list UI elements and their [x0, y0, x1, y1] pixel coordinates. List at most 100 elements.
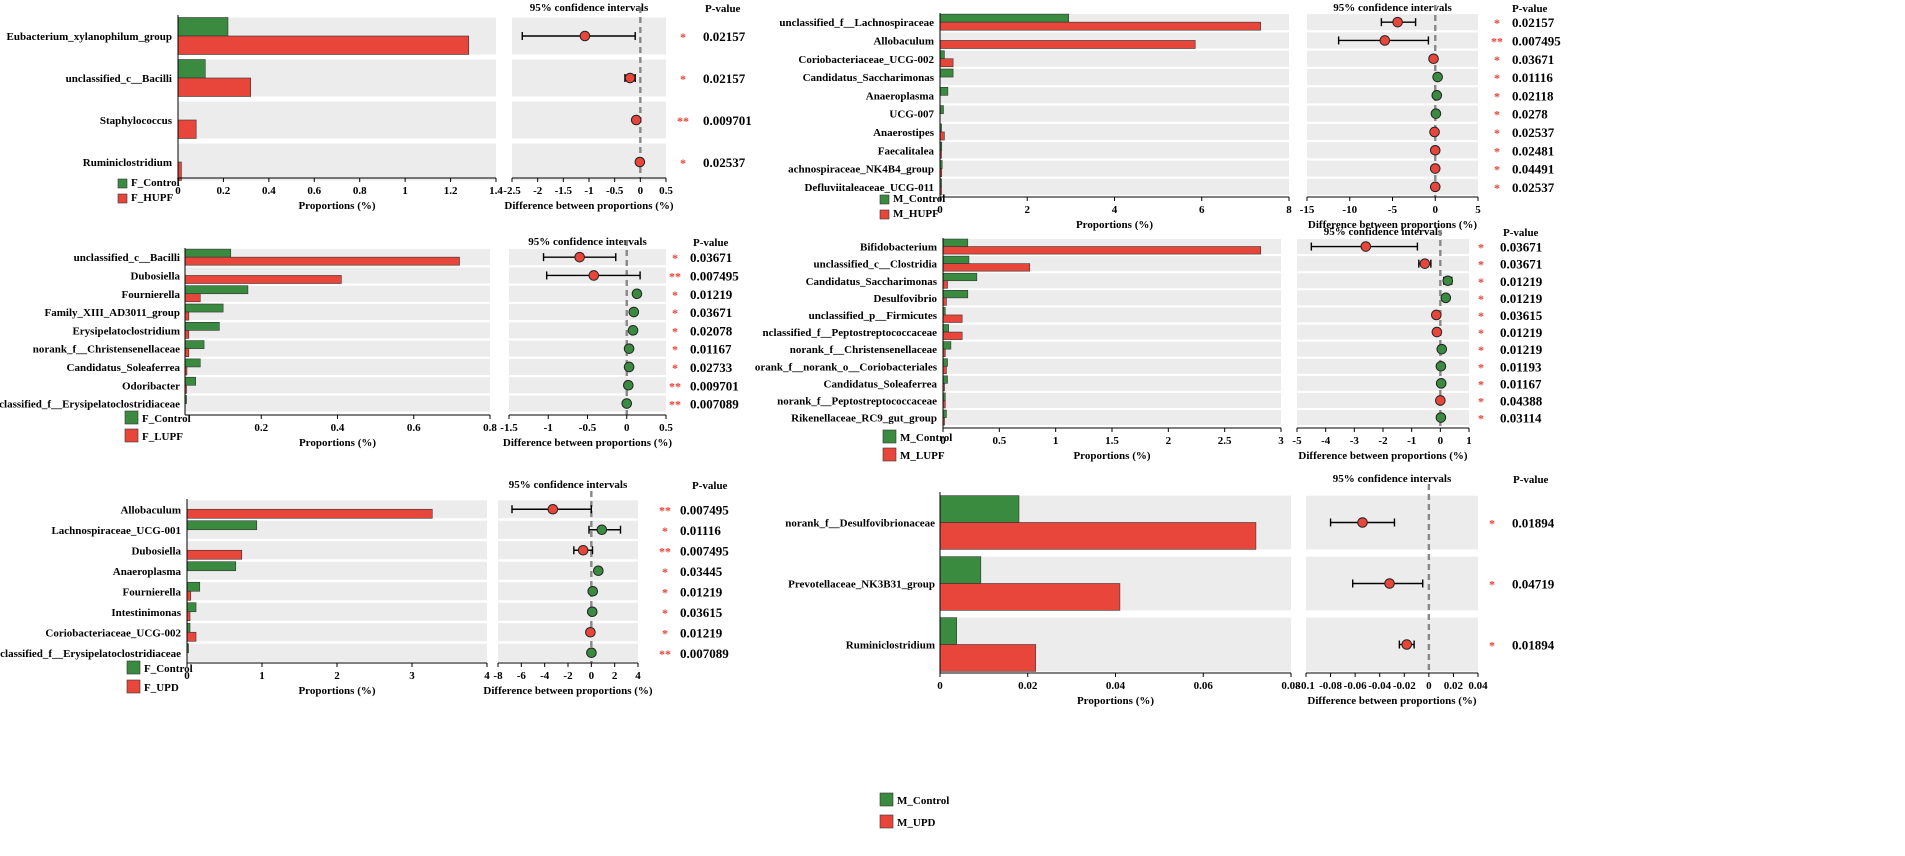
ci-x-tick-label: 0: [1433, 204, 1439, 216]
bar-x-tick-label: 2.5: [1218, 435, 1232, 447]
pvalue: 0.009701: [690, 378, 739, 393]
bar-row-bg: [940, 142, 1289, 159]
ci-row-bg: [509, 395, 666, 412]
category-label: Bifidobacterium: [860, 242, 937, 254]
legend-swatch: [117, 178, 128, 189]
legend-label: F_Control: [142, 413, 191, 425]
legend-label: M_UPD: [897, 817, 936, 829]
ci-title: 95% confidence intervals: [509, 479, 628, 491]
bar-row-bg: [185, 303, 490, 321]
ci-x-tick-label: -1: [584, 185, 593, 197]
ci-row-bg: [509, 340, 666, 357]
panel-male-hupf: unclassified_f__Lachnospiraceae Allobacul…: [779, 2, 1561, 231]
bar-x-axis-title: Proportions (%): [1076, 219, 1153, 231]
pvalue: 0.0278: [1512, 107, 1548, 122]
significance-stars: **: [669, 269, 681, 283]
ci-title: 95% confidence intervals: [530, 2, 649, 14]
bar-x-tick-label: 0.6: [307, 185, 321, 197]
bar-x-tick-label: 1.2: [444, 185, 458, 197]
pvalue: 0.02078: [690, 323, 733, 338]
ci-point: [1392, 16, 1403, 28]
bar-M_LUPF: [942, 280, 948, 289]
category-label: norank_f__Christensenellaceae: [33, 344, 180, 356]
ci-x-axis-title: Difference between proportions (%): [504, 200, 673, 212]
ci-row-bg: [1297, 410, 1469, 426]
pvalue: 0.007495: [690, 268, 739, 283]
category-label: Fournierella: [122, 289, 181, 301]
ci-row-bg: [498, 623, 638, 642]
ci-point: [1435, 412, 1447, 423]
ci-point: [586, 647, 597, 659]
ci-x-tick-label: 0: [624, 422, 630, 434]
bar-F_Control: [184, 321, 220, 331]
pvalue: 0.01219: [690, 287, 733, 302]
pvalue: 0.01219: [680, 584, 723, 599]
ci-point: [1379, 35, 1391, 46]
ci-row-bg: [1297, 290, 1469, 306]
ci-point: [623, 343, 635, 354]
pvalue: 0.03445: [680, 564, 723, 579]
bar-F_HUPF: [177, 119, 197, 139]
significance-stars: *: [1478, 292, 1484, 306]
ci-point: [1442, 275, 1454, 287]
bar-x-tick-label: 3: [409, 670, 415, 682]
ci-row-bg: [498, 602, 638, 621]
bar-F_UPD: [186, 549, 243, 560]
bar-row-bg: [187, 602, 487, 621]
significance-stars: **: [1491, 34, 1503, 48]
bar-row-bg: [940, 87, 1289, 104]
bar-x-tick-label: 4: [484, 670, 490, 682]
pvalue-title: P-value: [692, 480, 728, 492]
ci-point: [634, 156, 646, 168]
bar-x-tick-label: 0.06: [1194, 680, 1214, 692]
ci-point: [593, 565, 604, 577]
pvalue: 0.01894: [1512, 638, 1555, 653]
pvalue-title: P-value: [705, 3, 741, 15]
ci-x-tick-label: -2: [533, 185, 543, 197]
legend-label: M_Control: [897, 795, 949, 807]
ci-row-bg: [1307, 50, 1478, 67]
legend-label: M_Control: [893, 193, 945, 205]
ci-point: [1435, 395, 1446, 406]
pvalue: 0.02157: [703, 71, 746, 86]
bar-x-tick-label: 2: [1025, 204, 1031, 216]
bar-x-tick-label: 6: [1199, 204, 1205, 216]
bar-x-tick-label: 4: [1112, 204, 1118, 216]
ci-point: [596, 524, 608, 536]
pvalue: 0.03114: [1500, 411, 1542, 426]
significance-stars: **: [669, 379, 681, 393]
pvalue: 0.02537: [703, 155, 746, 170]
ci-x-tick-label: 0: [589, 670, 595, 682]
bar-row-bg: [187, 582, 487, 601]
ci-point: [1357, 517, 1368, 528]
ci-point: [1429, 126, 1440, 138]
legend-swatch: [126, 660, 141, 675]
ci-x-tick-label: -5: [1388, 204, 1398, 216]
pvalue: 0.01193: [1500, 359, 1542, 374]
ci-row-bg: [509, 377, 666, 394]
ci-row-bg: [1307, 68, 1478, 86]
bar-M_HUPF: [939, 58, 954, 68]
legend-label: F_Control: [131, 177, 180, 189]
bar-M_Control: [939, 68, 954, 78]
ci-point: [587, 585, 599, 597]
ci-x-tick-label: 0.02: [1444, 680, 1464, 692]
significance-stars: *: [672, 251, 678, 265]
ci-x-tick-label: -1.5: [500, 422, 518, 434]
panel-female-upd: Allobaculum Lachnospiraceae_UCG-001 Dubosi…: [0, 479, 729, 697]
bar-F_Control: [177, 17, 229, 37]
bar-x-axis-title: Proportions (%): [1073, 450, 1150, 462]
bar-M_Control: [942, 324, 949, 333]
bar-row-bg: [943, 273, 1281, 289]
bar-x-tick-label: 2: [1166, 435, 1172, 447]
bar-M_UPD: [939, 583, 1121, 611]
ci-x-tick-label: -1: [544, 422, 553, 434]
bar-x-axis-title: Proportions (%): [298, 200, 375, 212]
category-label: Allobaculum: [120, 504, 181, 516]
category-label: Family_XIII_AD3011_group: [45, 307, 180, 319]
ci-row-bg: [509, 322, 666, 339]
ci-row-bg: [1297, 273, 1469, 289]
pvalue: 0.01116: [680, 523, 721, 538]
category-label: unclassified_c__Bacilli: [74, 252, 180, 264]
bar-M_HUPF: [939, 131, 945, 141]
